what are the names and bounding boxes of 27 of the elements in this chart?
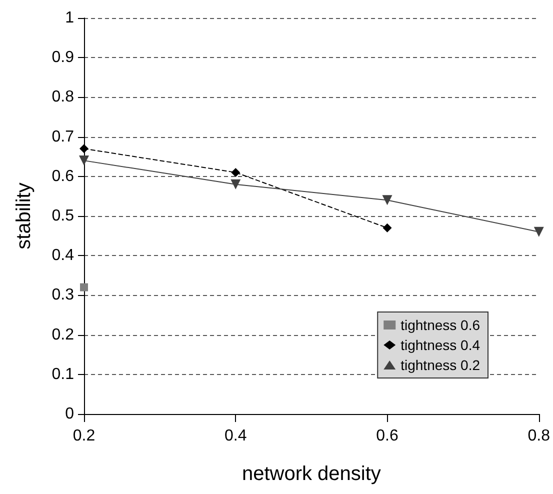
y-tick-label: 0.5 [52,208,74,224]
point [230,179,241,190]
y-tick-label: 1 [65,10,74,26]
y-axis-title: stability [13,182,35,250]
x-tick-label: 0.4 [224,428,247,444]
y-tick-label: 0.2 [52,326,74,344]
legend-label: tightness 0.2 [400,357,480,373]
point [79,156,89,166]
legend-label: tightness 0.6 [400,317,480,333]
point [80,283,88,292]
point [231,168,240,177]
y-tick-label: 0.6 [52,168,74,185]
point [80,144,88,154]
x-axis-title: network density [242,463,381,485]
y-tick-label: 0.1 [52,366,74,383]
y-tick-label: 0.8 [52,88,74,106]
y-tick-label: 0.3 [52,286,74,304]
y-tick-label: 0.7 [52,128,74,146]
x-tick-label: 0.6 [376,428,398,444]
point [382,195,392,206]
legend-label: tightness 0.4 [400,337,480,353]
y-tick-label: 0.9 [52,49,74,66]
y-tick-label: 0 [65,406,74,422]
point [534,226,544,237]
point [382,223,392,232]
y-tick-label: 0.4 [52,247,74,264]
x-tick-label: 0.8 [528,428,550,444]
